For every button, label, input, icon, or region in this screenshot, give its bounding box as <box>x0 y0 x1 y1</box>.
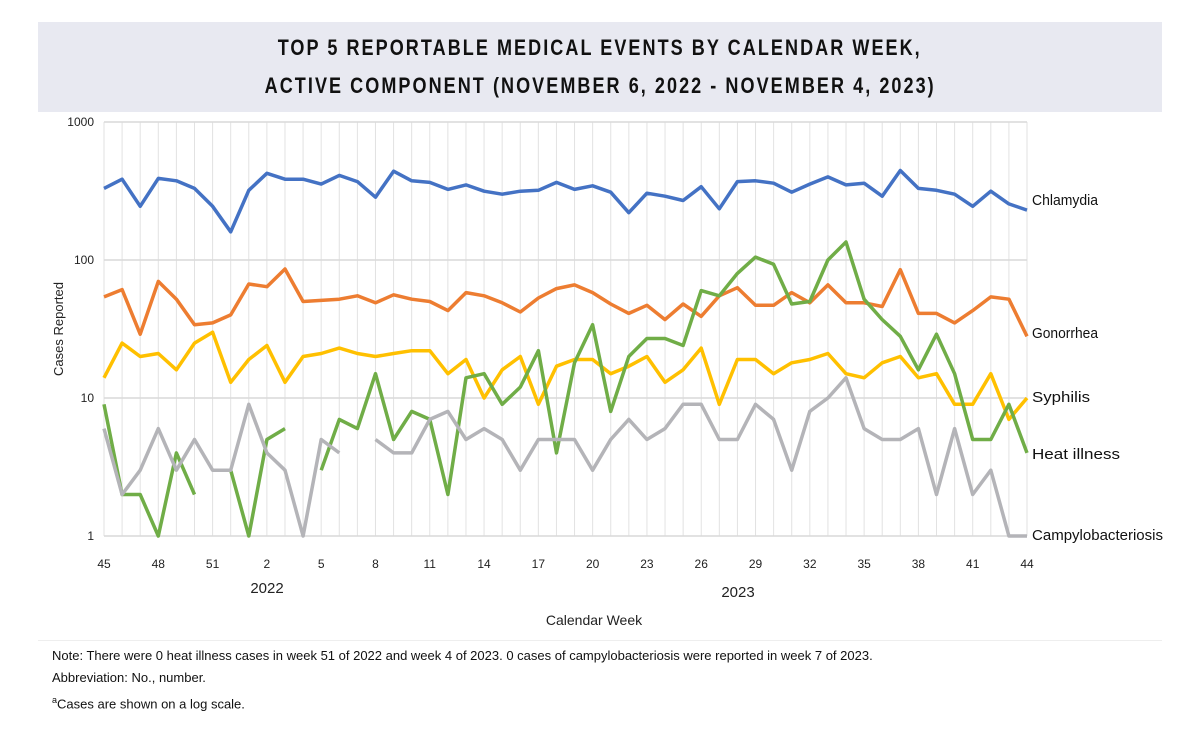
y-tick-label: 10 <box>81 391 95 405</box>
divider <box>38 640 1162 641</box>
x-tick-label: 35 <box>857 557 871 571</box>
footnote-text: aCases are shown on a log scale. <box>52 689 873 715</box>
series-line-campylobacteriosis <box>102 402 341 538</box>
series-line-gonorrhea <box>103 267 1029 338</box>
year-label-2022: 2022 <box>250 580 283 597</box>
year-label-2023: 2023 <box>721 584 754 601</box>
x-tick-label: 51 <box>206 557 220 571</box>
x-tick-label: 26 <box>695 557 709 571</box>
note-text: Note: There were 0 heat illness cases in… <box>52 648 873 663</box>
series-label-campylobacteriosis: Campylobacteriosis <box>1032 527 1163 544</box>
x-tick-label: 5 <box>318 557 325 571</box>
series-label-chlamydia: Chlamydia <box>1032 192 1099 209</box>
chart-title-line-2: ACTIVE COMPONENT (NOVEMBER 6, 2022 - NOV… <box>264 73 936 98</box>
x-tick-label: 2 <box>264 557 271 571</box>
y-tick-label: 1000 <box>67 115 94 129</box>
x-tick-label: 29 <box>749 557 763 571</box>
x-tick-label: 41 <box>966 557 980 571</box>
y-tick-label: 100 <box>74 253 94 267</box>
y-axis-title: Cases Reported <box>51 282 66 376</box>
series-line-heat-illness <box>229 427 286 538</box>
x-tick-label: 8 <box>372 557 379 571</box>
x-tick-label: 38 <box>912 557 926 571</box>
footnote-marker: a <box>52 695 58 705</box>
series-line-syphilis <box>102 330 1029 422</box>
series-label-heat-illness: Heat illness <box>1032 446 1120 463</box>
series-line-heat-illness <box>102 403 197 538</box>
chart-title-banner: TOP 5 REPORTABLE MEDICAL EVENTS BY CALEN… <box>38 22 1162 112</box>
chart-title-line-1: TOP 5 REPORTABLE MEDICAL EVENTS BY CALEN… <box>277 35 923 60</box>
x-tick-label: 14 <box>477 557 491 571</box>
notes: Note: There were 0 heat illness cases in… <box>52 645 873 715</box>
series-line-chlamydia <box>103 168 1028 234</box>
x-tick-label: 45 <box>97 557 111 571</box>
series-label-syphilis: Syphilis <box>1032 389 1090 406</box>
x-tick-label: 17 <box>532 557 546 571</box>
abbreviation-text: Abbreviation: No., number. <box>52 670 206 685</box>
x-tick-label: 11 <box>424 557 437 571</box>
x-tick-label: 32 <box>803 557 817 571</box>
series-line-heat-illness <box>319 240 1029 497</box>
x-tick-label: 20 <box>586 557 600 571</box>
x-tick-label: 23 <box>640 557 654 571</box>
x-axis-title: Calendar Week <box>546 612 643 628</box>
footnote-body: Cases are shown on a log scale. <box>57 696 245 712</box>
y-tick-label: 1 <box>87 529 94 543</box>
x-tick-label: 44 <box>1020 557 1034 571</box>
series-label-gonorrhea: Gonorrhea <box>1032 325 1099 342</box>
x-tick-label: 48 <box>152 557 166 571</box>
